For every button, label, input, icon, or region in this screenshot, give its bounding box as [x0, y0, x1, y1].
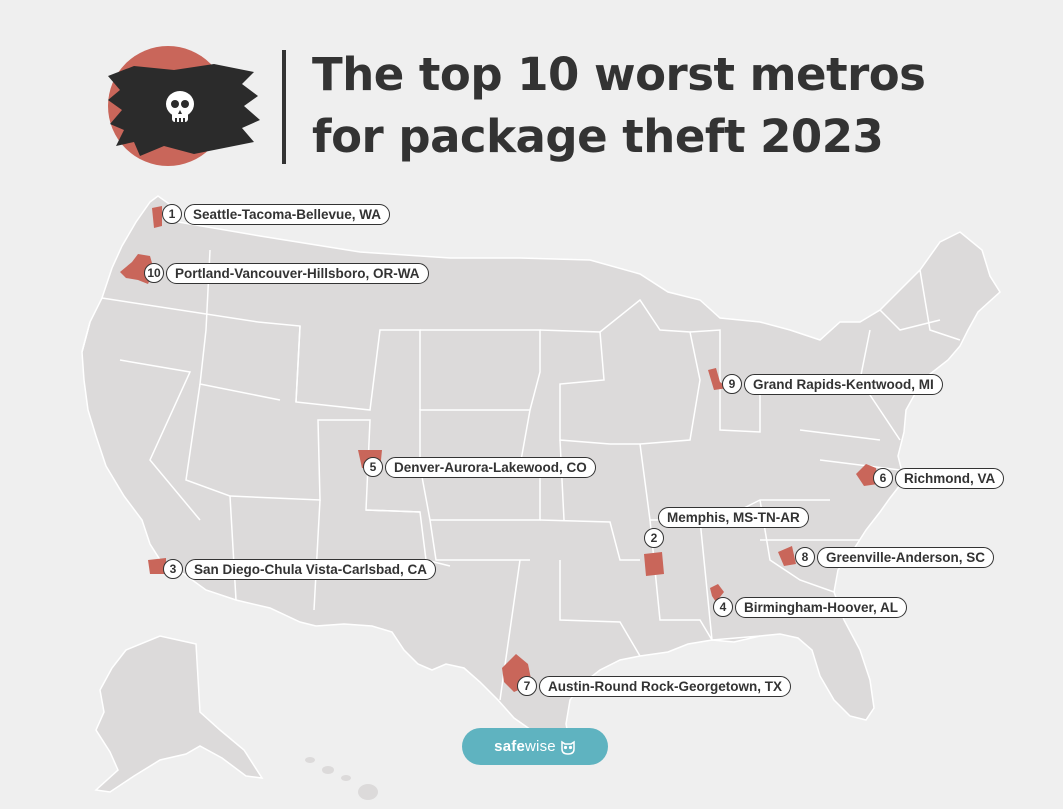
- rank-badge: 7: [517, 676, 537, 696]
- rank-badge: 5: [363, 457, 383, 477]
- title: The top 10 worst metros for package thef…: [312, 44, 926, 168]
- title-line-2: for package theft 2023: [312, 110, 884, 163]
- metro-name: Austin-Round Rock-Georgetown, TX: [539, 675, 791, 697]
- safewise-logo: safe wise: [462, 728, 608, 765]
- skull-icon: [166, 91, 194, 122]
- metro-name: Portland-Vancouver-Hillsboro, OR-WA: [166, 262, 429, 284]
- metro-label-9: 9 Grand Rapids-Kentwood, MI: [722, 373, 943, 395]
- rank-badge: 1: [162, 204, 182, 224]
- rank-badge: 10: [144, 263, 164, 283]
- metro-label-8: 8 Greenville-Anderson, SC: [795, 546, 995, 568]
- metro-name: Denver-Aurora-Lakewood, CO: [385, 456, 596, 478]
- title-divider: [282, 50, 286, 164]
- metro-label-10: 10 Portland-Vancouver-Hillsboro, OR-WA: [144, 262, 429, 284]
- metro-name: San Diego-Chula Vista-Carlsbad, CA: [185, 558, 437, 580]
- pirate-flag-logo: [108, 46, 260, 166]
- metro-name: Memphis, MS-TN-AR: [658, 506, 809, 528]
- metro-name: Birmingham-Hoover, AL: [735, 596, 908, 618]
- rank-badge: 8: [795, 547, 815, 567]
- metro-name: Richmond, VA: [895, 467, 1005, 489]
- metro-label-3: 3 San Diego-Chula Vista-Carlsbad, CA: [163, 558, 437, 580]
- metro-san-diego: [148, 558, 166, 574]
- rank-badge: 2: [644, 528, 664, 548]
- owl-icon: [561, 740, 575, 755]
- alaska-shape: [94, 635, 264, 793]
- metro-label-7: 7 Austin-Round Rock-Georgetown, TX: [517, 675, 791, 697]
- metro-label-1: 1 Seattle-Tacoma-Bellevue, WA: [162, 203, 391, 225]
- brand-name-regular: wise: [525, 738, 556, 755]
- brand-name-bold: safe: [494, 738, 525, 755]
- metro-label-2: 2 Memphis, MS-TN-AR: [644, 506, 809, 548]
- metro-greenville: [778, 546, 796, 566]
- rank-badge: 4: [713, 597, 733, 617]
- metro-name: Seattle-Tacoma-Bellevue, WA: [184, 203, 391, 225]
- title-line-1: The top 10 worst metros: [312, 48, 926, 101]
- metro-label-5: 5 Denver-Aurora-Lakewood, CO: [363, 456, 596, 478]
- metro-birmingham: [710, 584, 724, 602]
- metro-name: Greenville-Anderson, SC: [817, 546, 995, 568]
- rank-badge: 6: [873, 468, 893, 488]
- metro-label-4: 4 Birmingham-Hoover, AL: [713, 596, 908, 618]
- rank-badge: 3: [163, 559, 183, 579]
- rank-badge: 9: [722, 374, 742, 394]
- metro-name: Grand Rapids-Kentwood, MI: [744, 373, 943, 395]
- metro-seattle: [152, 206, 162, 228]
- hawaii-shape: [305, 757, 378, 800]
- metro-label-6: 6 Richmond, VA: [873, 467, 1005, 489]
- metro-memphis: [644, 552, 664, 576]
- metro-richmond: [856, 464, 878, 486]
